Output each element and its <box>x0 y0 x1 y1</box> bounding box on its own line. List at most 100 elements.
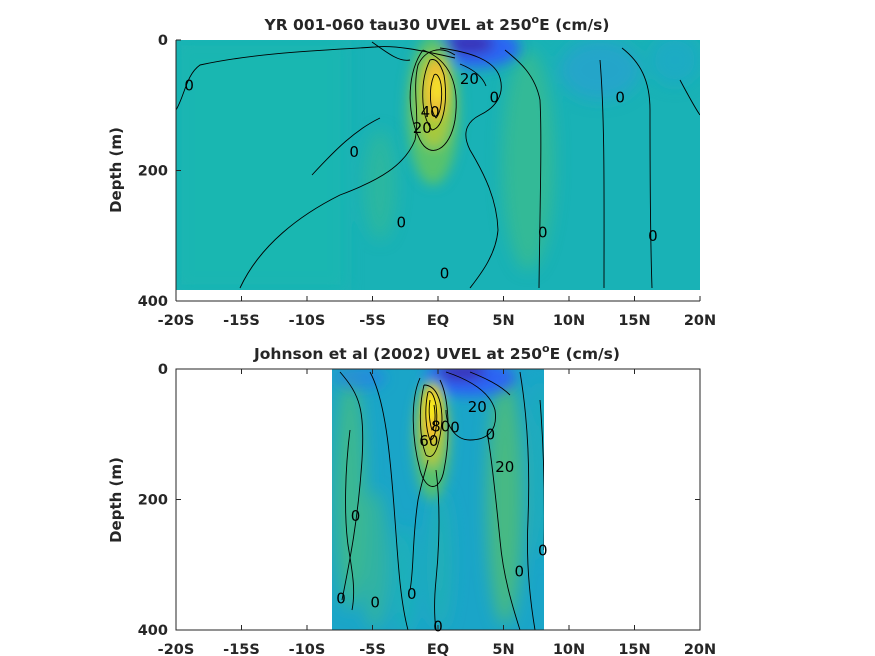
contour-lines <box>339 371 544 630</box>
y-tick-labels: 0 200 400 <box>138 33 168 310</box>
y-tick-labels: 0 200 400 <box>138 362 168 639</box>
x-tick-label: 10N <box>553 313 585 329</box>
x-tick-label: -10S <box>289 313 326 329</box>
equator-band <box>428 490 452 630</box>
x-tick-label: -15S <box>223 313 260 329</box>
x-tick-label: -20S <box>158 642 195 656</box>
velocity-field <box>332 369 544 630</box>
contour-label: 0 <box>450 419 460 437</box>
contour-line <box>469 371 511 396</box>
contour-lines <box>176 41 700 289</box>
x-tick-labels: -20S -15S -10S -5S EQ 5N 10N 15N 20N <box>158 642 716 656</box>
contour-line <box>345 429 355 611</box>
contour-label: 0 <box>336 590 346 608</box>
contour-label: 0 <box>490 88 500 106</box>
contour-line <box>428 399 436 431</box>
contour-label: 20 <box>495 458 514 476</box>
contour-line <box>409 49 457 151</box>
y-tick-label: 0 <box>158 362 168 378</box>
x-tick-label: 20N <box>684 642 716 656</box>
contour-label: 0 <box>514 562 524 580</box>
y-axis-label: Depth (m) <box>107 457 125 543</box>
x-tick-marks <box>175 296 701 301</box>
panel-model: YR 001-060 tau30 UVEL at 250oE (cm/s) <box>107 13 716 329</box>
off-equator-band <box>393 525 417 630</box>
contour-line <box>599 59 605 289</box>
contour-label: 0 <box>486 425 496 443</box>
contour-line <box>419 384 443 457</box>
contour-line <box>425 391 438 441</box>
panel-title: YR 001-060 tau30 UVEL at 250oE (cm/s) <box>264 13 610 34</box>
off-equator-band <box>364 130 396 240</box>
contour-label: 0 <box>351 507 361 525</box>
y-tick-label: 200 <box>138 164 168 180</box>
surface-westward-core <box>446 40 494 54</box>
contour-label: 0 <box>184 77 194 95</box>
contour-label: 20 <box>460 70 479 88</box>
x-tick-label: 5N <box>492 313 514 329</box>
y-tick-label: 400 <box>138 294 168 310</box>
x-tick-label: -20S <box>158 313 195 329</box>
y-tick-label: 200 <box>138 493 168 509</box>
x-tick-label: -10S <box>289 642 326 656</box>
x-tick-label: EQ <box>427 313 449 329</box>
contour-line <box>459 63 487 87</box>
y-tick-label: 0 <box>158 33 168 49</box>
contour-label: 60 <box>419 432 438 450</box>
y-axis-label: Depth (m) <box>107 127 125 213</box>
velocity-field <box>176 40 700 290</box>
contour-line <box>422 59 446 131</box>
contour-label: 20 <box>468 398 487 416</box>
contour-line <box>504 49 542 289</box>
contour-label: 20 <box>413 119 432 137</box>
x-tick-label: 15N <box>618 313 650 329</box>
contour-line <box>412 377 449 487</box>
x-tick-labels: -20S -15S -10S -5S EQ 5N 10N 15N 20N <box>158 313 716 329</box>
contour-line <box>679 79 700 116</box>
x-tick-label: -15S <box>223 642 260 656</box>
contour-label: 0 <box>538 541 548 559</box>
contour-line <box>409 459 429 591</box>
panel-observations: Johnson et al (2002) UVEL at 250oE (cm/s… <box>107 342 716 656</box>
contour-label: 0 <box>440 265 450 283</box>
contour-line <box>311 117 381 176</box>
contour-label: 0 <box>538 223 548 241</box>
contour-label: 0 <box>370 594 380 612</box>
x-tick-label: 5N <box>492 642 514 656</box>
contour-label: 0 <box>615 88 625 106</box>
y-tick-label: 400 <box>138 623 168 639</box>
y-tick-marks <box>176 368 700 631</box>
contour-line <box>239 49 456 289</box>
northern-blue-patch <box>560 40 640 100</box>
x-tick-label: 10N <box>553 642 585 656</box>
surface-westward-core <box>438 369 486 381</box>
x-tick-label: -5S <box>359 642 386 656</box>
western-band <box>176 40 346 290</box>
contour-label: 0 <box>397 214 407 232</box>
panel-title: Johnson et al (2002) UVEL at 250oE (cm/s… <box>253 342 620 363</box>
western-blue-patch <box>334 369 386 390</box>
contour-line <box>445 371 496 441</box>
northern-band <box>487 375 523 625</box>
north-edge-band <box>530 380 544 560</box>
contour-line <box>339 371 364 601</box>
contour-line <box>371 41 411 61</box>
contour-line <box>539 399 544 550</box>
x-tick-marks <box>175 369 701 630</box>
contour-label: 0 <box>349 143 359 161</box>
southern-band <box>361 490 389 630</box>
western-band <box>334 370 366 610</box>
x-tick-label: -5S <box>359 313 386 329</box>
contour-label: 0 <box>648 227 658 245</box>
x-tick-label: 20N <box>684 313 716 329</box>
contour-line <box>439 47 502 289</box>
contour-line <box>429 73 443 119</box>
contour-label: 0 <box>433 618 443 636</box>
contour-line <box>621 47 653 289</box>
y-tick-marks <box>176 39 181 302</box>
contour-line <box>487 437 521 630</box>
contour-label: 40 <box>421 103 440 121</box>
